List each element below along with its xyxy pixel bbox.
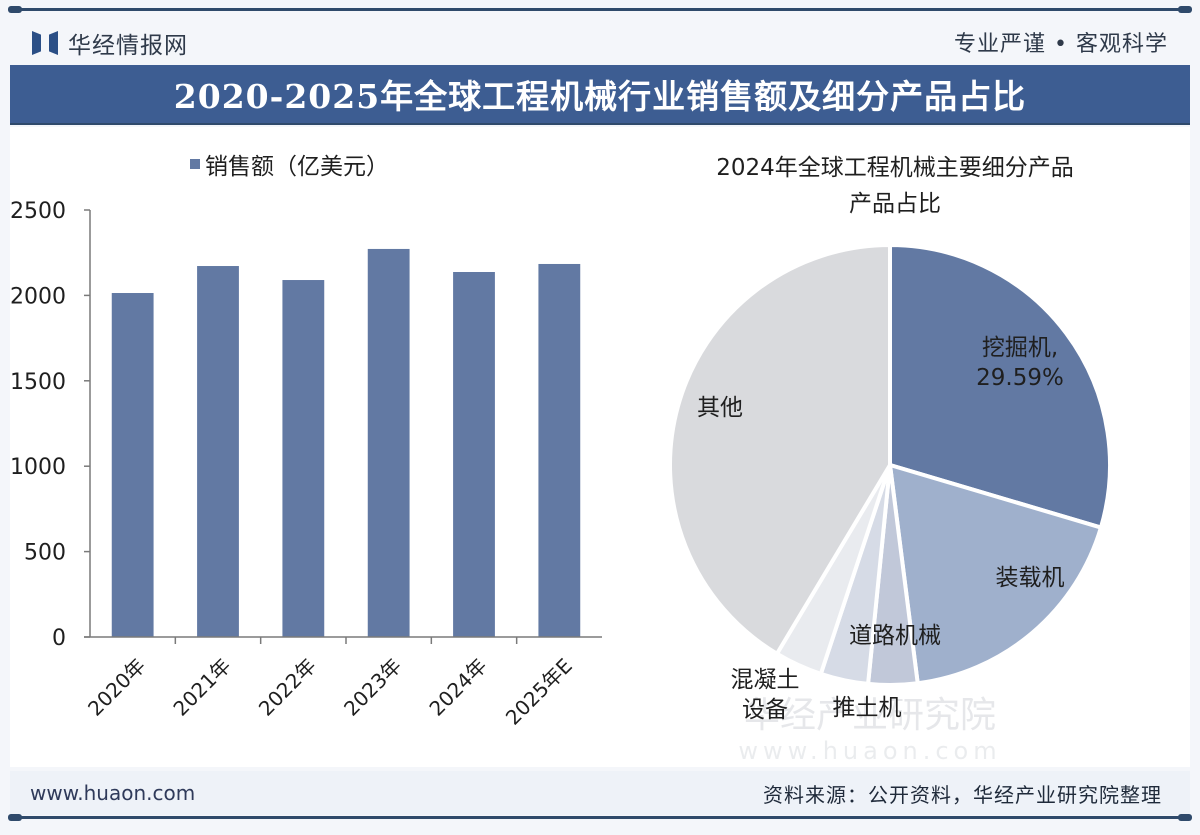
bar-legend: 销售额（亿美元） bbox=[190, 154, 389, 180]
y-tick-label: 1000 bbox=[10, 455, 66, 480]
pie-label: 其他 bbox=[697, 395, 743, 421]
y-tick-label: 500 bbox=[24, 541, 66, 566]
x-tick-label: 2025年E bbox=[501, 654, 577, 730]
pie-label: 道路机械 bbox=[849, 623, 941, 649]
pie-chart: 2024年全球工程机械主要细分产品 产品占比 挖掘机, 29.59% 装载机道路机械… bbox=[668, 155, 1112, 723]
legend-label: 销售额（亿美元） bbox=[205, 154, 389, 180]
pie-label: 混凝土 bbox=[731, 667, 800, 693]
x-tick-label: 2022年 bbox=[254, 654, 321, 721]
page-title: 2020-2025年全球工程机械行业销售额及细分产品占比 bbox=[173, 77, 1027, 116]
pie-slice bbox=[888, 243, 1112, 530]
bar bbox=[453, 272, 495, 637]
bottom-frame-line bbox=[8, 814, 1192, 821]
legend-swatch bbox=[190, 159, 200, 169]
x-tick-label: 2024年 bbox=[424, 654, 491, 721]
pie-label: 设备 bbox=[742, 697, 788, 723]
watermark-name: 华经产业研究院 bbox=[744, 695, 996, 736]
logo-icon bbox=[32, 31, 58, 55]
pie-label: 装载机 bbox=[996, 565, 1065, 591]
website-link[interactable]: www.huaon.com bbox=[30, 781, 196, 805]
x-axis-ticks: 2020年 2021年 2022年 2023年 2024年 2025年E bbox=[83, 637, 577, 730]
bar bbox=[282, 280, 325, 637]
charts-svg: 华经产业研究院 www.huaon.com 销售额（亿美元） 0 500 1000 1… bbox=[10, 154, 1112, 765]
y-tick-label: 1500 bbox=[10, 370, 66, 395]
chart-area: 华经产业研究院 www.huaon.com 销售额（亿美元） 0 500 1000 1… bbox=[10, 127, 1190, 767]
pie-slices bbox=[668, 243, 1112, 687]
x-tick-label: 2023年 bbox=[339, 654, 406, 721]
pie-slice bbox=[888, 463, 1103, 686]
pie-title-line-2: 产品占比 bbox=[849, 191, 941, 217]
bar-chart: 销售额（亿美元） 0 500 1000 1500 2000 2500 2020年 2021年… bbox=[10, 154, 602, 730]
watermark-url: www.huaon.com bbox=[738, 737, 1001, 765]
bar bbox=[197, 266, 239, 637]
watermark: 华经产业研究院 www.huaon.com bbox=[738, 695, 1001, 765]
header: 华经情报网 专业严谨 • 客观科学 bbox=[10, 12, 1190, 64]
source-note: 资料来源：公开资料，华经产业研究院整理 bbox=[763, 782, 1162, 807]
pie-label: 挖掘机, bbox=[982, 335, 1058, 361]
bar bbox=[538, 263, 581, 637]
pie-slice bbox=[668, 243, 892, 656]
y-tick-label: 0 bbox=[52, 626, 66, 651]
x-tick-label: 2021年 bbox=[168, 654, 235, 721]
logo: 华经情报网 bbox=[32, 26, 188, 60]
y-tick-label: 2500 bbox=[10, 199, 66, 224]
pie-label: 29.59% bbox=[976, 365, 1064, 391]
slogan: 专业严谨 • 客观科学 bbox=[954, 32, 1168, 57]
bar bbox=[367, 248, 410, 638]
y-axis-ticks: 0 500 1000 1500 2000 2500 bbox=[10, 199, 90, 651]
title-bar: 2020-2025年全球工程机械行业销售额及细分产品占比 bbox=[10, 65, 1190, 125]
logo-text: 华经情报网 bbox=[68, 33, 188, 59]
bars bbox=[111, 248, 581, 638]
x-tick-label: 2020年 bbox=[83, 654, 150, 721]
footer: www.huaon.com 资料来源：公开资料，华经产业研究院整理 bbox=[10, 771, 1190, 815]
y-tick-label: 2000 bbox=[10, 284, 66, 309]
pie-title-line-1: 2024年全球工程机械主要细分产品 bbox=[716, 155, 1074, 181]
bar bbox=[111, 293, 154, 637]
pie-label: 推土机 bbox=[833, 695, 902, 721]
top-frame-line bbox=[8, 6, 1192, 13]
